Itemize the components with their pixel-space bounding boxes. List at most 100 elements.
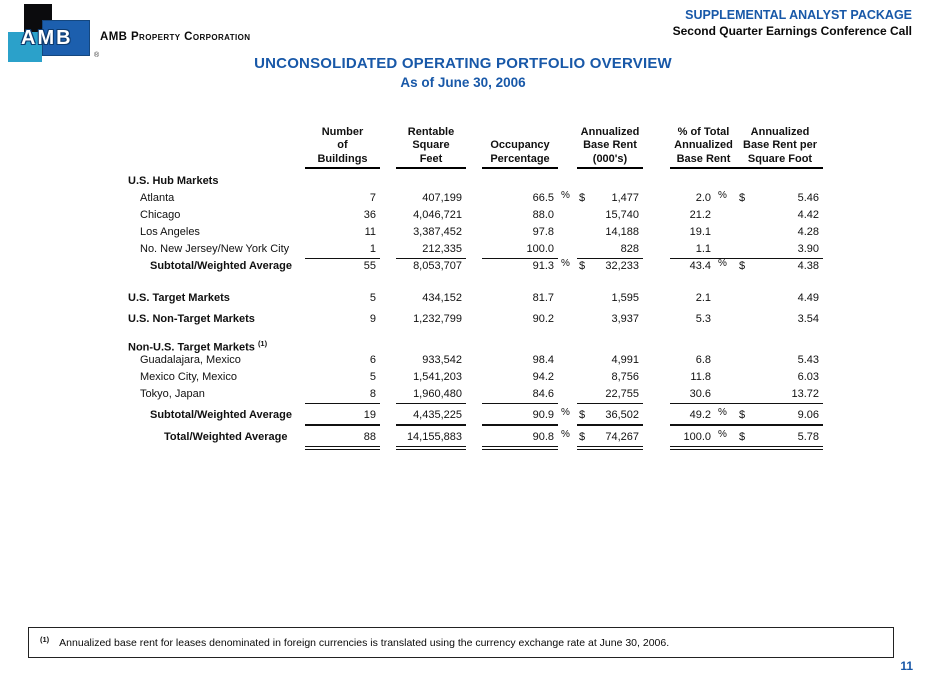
cell-pct-of-total-sign: % [715,407,737,426]
table-total-row: Total/Weighted Average 88 14,155,883 90.… [120,429,823,450]
spacer [643,407,670,426]
cell-rent-dollar-sign [577,386,591,404]
spacer [380,224,396,241]
cell-pct-of-total: 11.8 [690,371,711,383]
row-label: Los Angeles [140,226,200,238]
cell-occupancy: 81.7 [532,292,554,304]
table-row: Los Angeles 11 3,387,452 97.8 14,188 19.… [120,224,823,241]
spacer [466,241,482,259]
col-header-line: % of Total [677,125,730,138]
package-subtitle: Second Quarter Earnings Conference Call [672,24,912,38]
cell-buildings: 36 [363,209,376,221]
cell-rpsf-dollar-sign [737,386,751,404]
cell-pct-of-total: 49.2 [670,407,715,426]
cell-pct-of-total: 1.1 [670,241,715,259]
cell-rpsf-dollar-sign [737,290,751,307]
table-section-row: Non-U.S. Target Markets (1) [120,335,823,354]
cell-sqft: 212,335 [396,241,466,259]
cell-sqft: 3,387,452 [413,226,462,238]
col-header-line: Annualized [750,125,810,138]
col-header-annualized-base-rent: Annualized Base Rent (000's) [577,123,643,169]
cell-rent-dollar-sign: $ [579,260,586,272]
cell-rpsf-dollar-sign [737,207,751,224]
cell-rent-per-sqft: 4.42 [797,209,819,221]
table-row: U.S. Non-Target Markets 9 1,232,799 90.2… [120,311,823,328]
cell-buildings: 5 [369,371,376,383]
cell-rent-dollar-sign [577,207,591,224]
cell-rent-per-sqft: 5.78 [751,429,823,450]
cell-rent-per-sqft: 6.03 [797,371,819,383]
logo-blue-square-icon [42,20,90,56]
row-label: Guadalajara, Mexico [140,354,241,366]
col-header-pct-of-total: % of Total Annualized Base Rent [670,123,737,169]
spacer [643,207,670,224]
logo-monogram: AMB [21,27,73,49]
table-row: Tokyo, Japan 8 1,960,480 84.6 22,755 30.… [120,386,823,404]
cell-pct-of-total-sign [715,386,737,404]
table-row: Atlanta 7 407,199 66.5 % $ 1,477 2.0 % $… [120,190,823,207]
row-label: Total/Weighted Average [164,431,288,443]
cell-sqft: 8,053,707 [413,260,462,272]
spacer [466,207,482,224]
cell-rpsf-dollar-sign: $ [739,192,746,204]
col-header-line: Buildings [317,152,368,165]
col-header-line: Feet [419,152,443,165]
cell-rent-per-sqft: 4.28 [797,226,819,238]
cell-annualized-base-rent: 828 [591,241,643,259]
cell-annualized-base-rent: 3,937 [611,313,639,325]
page-subtitle: As of June 30, 2006 [400,75,526,90]
section-label: Non-U.S. Target Markets (1) [120,335,305,357]
cell-buildings: 7 [369,192,376,204]
spacer [380,207,396,224]
row-label: Subtotal/Weighted Average [150,409,293,421]
cell-buildings: 8 [305,386,380,404]
col-header-line: Occupancy [490,139,550,151]
footnote-marker: (1) [257,339,268,348]
cell-occupancy: 88.0 [532,209,554,221]
page-title: UNCONSOLIDATED OPERATING PORTFOLIO OVERV… [254,55,672,72]
cell-buildings: 19 [305,407,380,426]
cell-pct-of-total-sign [715,311,737,328]
spacer [466,369,482,386]
spacer [466,224,482,241]
col-header-line: Number [321,125,364,138]
cell-occupancy-pct-sign [558,224,577,241]
spacer [466,407,482,426]
cell-sqft: 434,152 [422,292,462,304]
section-label-text: Non-U.S. Target Markets [128,341,255,354]
package-header: SUPPLEMENTAL ANALYST PACKAGE Second Quar… [673,7,912,39]
col-header-line: Annualized [674,139,733,151]
spacer [380,311,396,328]
cell-buildings: 1 [305,241,380,259]
cell-sqft: 407,199 [422,192,462,204]
cell-pct-of-total: 6.8 [695,354,711,366]
spacer [643,352,670,369]
spacer [643,241,670,259]
cell-rent-dollar-sign [577,352,591,369]
cell-occupancy: 66.5 [532,192,554,204]
spacer [643,258,670,275]
cell-pct-of-total: 30.6 [670,386,715,404]
spacer [643,386,670,404]
row-label: Mexico City, Mexico [140,371,237,383]
cell-pct-of-total: 2.1 [695,292,711,304]
spacer [466,190,482,207]
cell-occupancy-pct-sign [558,352,577,369]
spacer [643,429,670,450]
col-header-occupancy: Occupancy Percentage [482,123,558,169]
cell-rent-per-sqft: 4.38 [797,260,819,272]
col-header-line: (000's) [592,152,628,165]
cell-rpsf-dollar-sign [737,352,751,369]
cell-buildings: 6 [369,354,376,366]
cell-rent-per-sqft: 9.06 [751,407,823,426]
cell-rent-per-sqft: 5.43 [797,354,819,366]
cell-pct-of-total-sign: % [718,258,727,269]
row-label: Tokyo, Japan [140,388,205,400]
col-header-line: Square [412,139,450,151]
cell-occupancy-pct-sign: % [561,190,570,201]
table-row: U.S. Target Markets 5 434,152 81.7 1,595… [120,290,823,307]
cell-rpsf-dollar-sign [737,224,751,241]
cell-occupancy: 91.3 [532,260,554,272]
cell-rent-dollar-sign [577,369,591,386]
cell-rent-dollar-sign [577,241,591,259]
